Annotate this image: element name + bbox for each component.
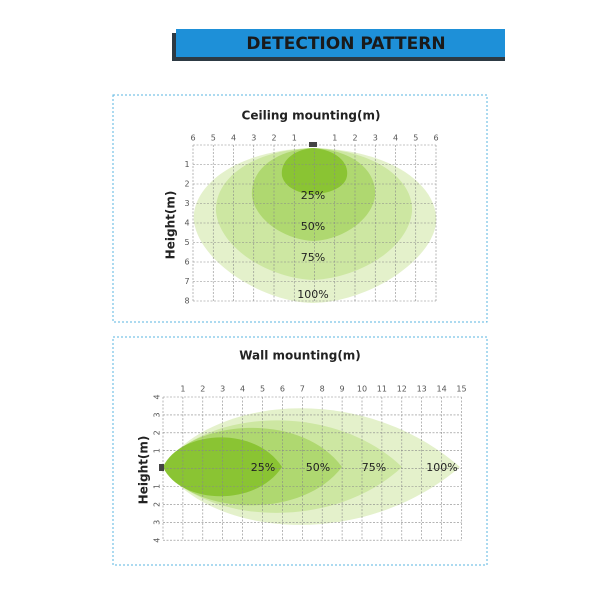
y-tick-label: 1	[153, 484, 162, 489]
x-tick-label: 1	[332, 134, 337, 143]
zone-label: 25%	[301, 189, 325, 202]
ceiling-zones	[193, 148, 437, 303]
x-tick-label: 2	[271, 134, 276, 143]
x-tick-label: 1	[180, 385, 185, 394]
header-bar	[176, 29, 505, 57]
y-tick-label: 4	[153, 538, 162, 543]
x-tick-label: 14	[437, 385, 447, 394]
x-tick-label: 2	[352, 134, 357, 143]
x-tick-label: 8	[320, 385, 325, 394]
x-tick-label: 4	[393, 134, 398, 143]
y-tick-label: 4	[153, 394, 162, 399]
zone-25	[163, 437, 282, 497]
y-tick-label: 2	[153, 430, 162, 435]
y-tick-label: 5	[184, 238, 189, 247]
wall-title: Wall mounting(m)	[239, 349, 361, 363]
y-tick-label: 2	[153, 502, 162, 507]
x-tick-label: 10	[357, 385, 367, 394]
zone-label: 100%	[297, 288, 328, 301]
y-tick-label: 3	[153, 520, 162, 525]
x-tick-label: 11	[377, 385, 387, 394]
y-tick-label: 2	[184, 180, 189, 189]
x-tick-label: 3	[220, 385, 225, 394]
zone-label: 25%	[251, 461, 275, 474]
x-tick-label: 4	[231, 134, 236, 143]
ceiling-title: Ceiling mounting(m)	[242, 109, 381, 123]
zone-label: 100%	[426, 461, 457, 474]
y-tick-label: 1	[184, 160, 189, 169]
header-title: DETECTION PATTERN	[246, 34, 445, 54]
wall-sensor	[159, 464, 164, 471]
x-tick-label: 13	[417, 385, 427, 394]
x-tick-label: 15	[456, 385, 466, 394]
x-tick-label: 5	[260, 385, 265, 394]
x-tick-label: 2	[200, 385, 205, 394]
ceiling-y-label: Height(m)	[164, 191, 178, 260]
x-tick-label: 6	[433, 134, 438, 143]
ceiling-panel	[112, 94, 488, 323]
y-tick-label: 3	[153, 412, 162, 417]
zone-label: 75%	[362, 461, 386, 474]
ceiling-grid: 6 5 4 3 2 1 1 2 3 4 5 6 1 2 3 4 5 6 7 8	[184, 134, 438, 306]
x-tick-label: 6	[280, 385, 285, 394]
x-tick-label: 5	[211, 134, 216, 143]
y-tick-label: 1	[153, 448, 162, 453]
zone-label: 75%	[301, 251, 325, 264]
x-tick-label: 3	[373, 134, 378, 143]
zone-label: 50%	[306, 461, 330, 474]
zone-label: 50%	[301, 220, 325, 233]
y-tick-label: 7	[184, 277, 189, 286]
x-tick-label: 5	[413, 134, 418, 143]
x-tick-label: 1	[292, 134, 297, 143]
y-tick-label: 8	[184, 297, 189, 306]
x-tick-label: 12	[397, 385, 407, 394]
y-tick-label: 6	[184, 258, 189, 267]
wall-panel	[112, 336, 488, 566]
y-tick-label: 4	[184, 219, 189, 228]
x-tick-label: 9	[340, 385, 345, 394]
x-tick-label: 6	[190, 134, 195, 143]
x-tick-label: 3	[251, 134, 256, 143]
wall-y-label: Height(m)	[137, 436, 151, 505]
x-tick-label: 4	[240, 385, 245, 394]
x-tick-label: 7	[300, 385, 305, 394]
ceiling-sensor	[309, 142, 317, 147]
y-tick-label: 3	[184, 199, 189, 208]
